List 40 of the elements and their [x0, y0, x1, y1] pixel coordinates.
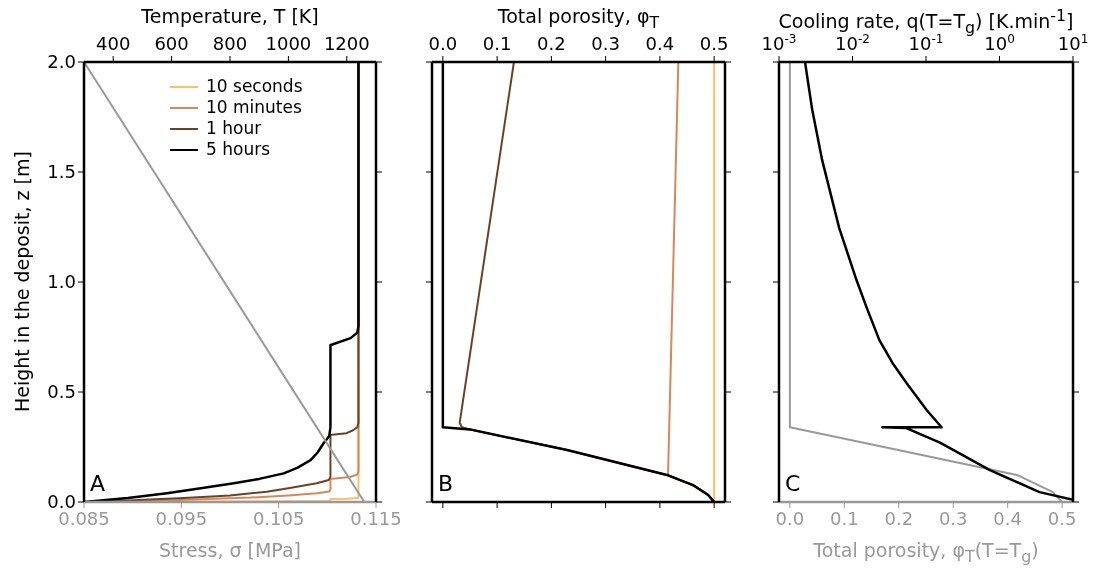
x-tick-label: 0.1 — [830, 508, 859, 530]
x2-tick-label: 10$^{-2}$ — [835, 31, 870, 54]
x-tick-label: 0.3 — [591, 32, 620, 54]
x-tick-label: 0.4 — [993, 508, 1022, 530]
y-tick-label: 1.0 — [47, 271, 76, 293]
x2-axis-title: Temperature, T [K] — [140, 4, 320, 28]
x-tick-label: 0.2 — [537, 32, 566, 54]
y-tick-label: 1.5 — [47, 161, 76, 183]
annotation: A — [90, 471, 106, 496]
x2-tick-label: 800 — [212, 32, 248, 54]
x-tick-label: 0.3 — [938, 508, 968, 530]
legend-label: 5 hours — [206, 139, 271, 160]
x2-axis-title: Total porosity, φ$_{T}$ — [497, 5, 660, 32]
x2-tick-label: 1200 — [323, 32, 370, 54]
y-axis-title: Height in the deposit, z [m] — [10, 150, 34, 415]
x-tick-label: 0.4 — [645, 32, 675, 54]
x-tick-label: 0.105 — [252, 508, 305, 530]
x-tick-label: 0.5 — [1047, 508, 1077, 530]
x2-tick-label: 400 — [96, 32, 131, 54]
x2-tick-label: 600 — [154, 32, 189, 54]
x-tick-label: 0.0 — [428, 32, 458, 54]
x2-tick-label: 1000 — [265, 32, 312, 54]
x-tick-label: 0.115 — [350, 508, 402, 530]
x-tick-label: 0.5 — [699, 32, 729, 54]
x-axis-title: Total porosity, φ$_{T}$(T=T$_{g}$) — [812, 538, 1040, 568]
x-tick-label: 0.2 — [884, 508, 914, 530]
x-tick-label: 0.0 — [775, 508, 805, 530]
y-tick-label: 0.5 — [47, 381, 76, 403]
x-tick-label: 0.095 — [155, 508, 208, 530]
legend-label: 10 seconds — [206, 76, 303, 97]
x2-tick-label: 10$^{-1}$ — [908, 31, 944, 54]
annotation: C — [785, 471, 801, 496]
legend-label: 1 hour — [206, 118, 262, 139]
x2-tick-label: 10$^{1}$ — [1057, 31, 1089, 54]
x2-tick-label: 10$^{0}$ — [984, 31, 1015, 54]
y-tick-label: 2.0 — [47, 51, 76, 73]
x-tick-label: 0.1 — [482, 32, 512, 54]
legend-label: 10 minutes — [206, 97, 302, 118]
x-axis-title: Stress, σ [MPa] — [158, 538, 302, 562]
annotation: B — [438, 471, 454, 496]
